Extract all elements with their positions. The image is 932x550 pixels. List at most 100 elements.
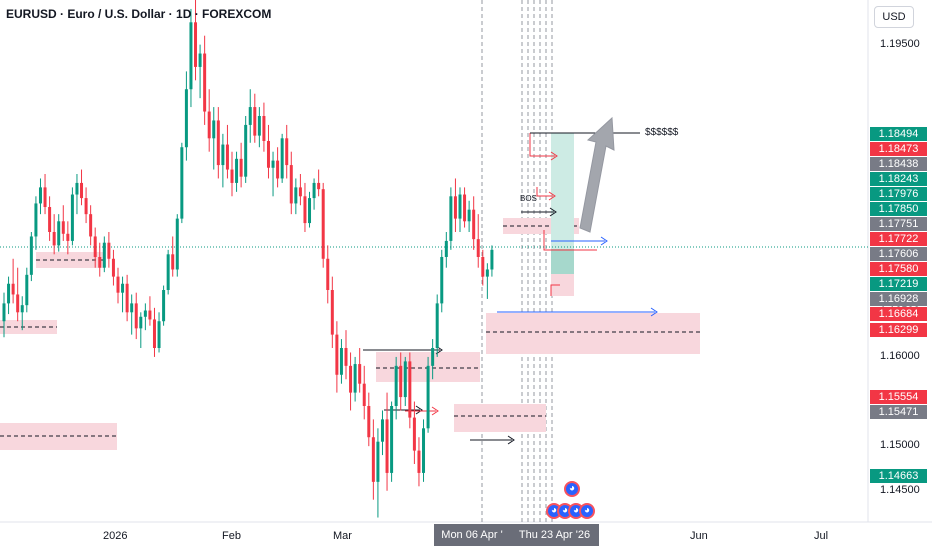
candle-body <box>262 116 266 141</box>
candle-body <box>121 283 125 293</box>
candle-body <box>61 221 65 234</box>
candle-body <box>453 196 457 219</box>
long-position-tool[interactable] <box>551 133 574 296</box>
candle-body <box>326 258 330 290</box>
price-tag: 1.17580 <box>870 262 927 277</box>
candle-body <box>467 209 471 222</box>
price-tag: 1.17976 <box>870 187 927 202</box>
chart-background <box>0 0 868 522</box>
price-tick-label: 1.15000 <box>880 439 920 452</box>
candle-body <box>139 316 143 329</box>
position-profit-zone[interactable] <box>551 133 574 249</box>
candle-body <box>175 218 179 270</box>
arrow-head <box>600 236 608 246</box>
zone-box[interactable] <box>36 252 104 268</box>
zone-box[interactable] <box>454 404 546 432</box>
candle-body <box>412 417 416 451</box>
candle-body <box>57 221 61 246</box>
candle-body <box>66 233 70 241</box>
candle-body <box>98 256 102 268</box>
candle-body <box>257 116 261 136</box>
candle-body <box>422 428 426 473</box>
drawing-arrows[interactable] <box>363 132 658 445</box>
candle-body <box>16 294 20 313</box>
price-tag: 1.17606 <box>870 247 927 262</box>
currency-button[interactable]: USD <box>874 6 914 28</box>
economic-event-icon[interactable]: ◕ <box>579 503 595 519</box>
candle-body <box>70 194 74 241</box>
zone-box[interactable] <box>486 313 700 354</box>
time-marker-end: Thu 23 Apr '26 <box>510 524 599 546</box>
arrow-line[interactable] <box>543 230 597 251</box>
symbol-title: EURUSD · Euro / U.S. Dollar · 1D · FOREX… <box>6 7 272 21</box>
candle-body <box>143 310 147 317</box>
candle-body <box>239 158 243 177</box>
arrow-head <box>650 307 658 317</box>
position-stop-zone[interactable] <box>551 274 574 296</box>
time-label-2026: 2026 <box>103 530 128 542</box>
candle-body <box>130 303 134 313</box>
candle-body <box>444 240 448 257</box>
arrow-line[interactable] <box>550 284 560 296</box>
price-tag: 1.17219 <box>870 277 927 292</box>
candle-body <box>75 182 79 195</box>
candle-body <box>385 419 389 473</box>
price-tag: 1.14663 <box>870 469 927 484</box>
candle-body <box>458 194 462 219</box>
time-label-jun: Jun <box>690 530 708 542</box>
target-label: $$$$$$ <box>645 127 679 138</box>
candle-body <box>376 441 380 482</box>
candle-body <box>394 365 398 406</box>
candle-body <box>43 187 47 208</box>
arrow-head <box>415 405 423 415</box>
candle-body <box>308 198 312 224</box>
candle-body <box>449 196 453 241</box>
candle-body <box>212 120 216 139</box>
candle-body <box>38 187 42 204</box>
position-entry-zone[interactable] <box>551 249 574 274</box>
candle-body <box>371 437 375 482</box>
candle-body <box>80 182 84 199</box>
time-label-jul: Jul <box>814 530 829 542</box>
candle-body <box>353 364 357 393</box>
candle-body <box>349 365 353 393</box>
candle-body <box>11 283 15 295</box>
price-tag: 1.15471 <box>870 404 927 419</box>
candle-body <box>20 305 24 313</box>
projection-arrow[interactable] <box>579 116 615 233</box>
candle-body <box>230 169 234 183</box>
price-tag: 1.18473 <box>870 142 927 157</box>
candle-body <box>194 22 198 67</box>
candle-body <box>84 198 88 215</box>
candle-body <box>148 310 152 320</box>
candle-body <box>285 138 289 166</box>
candle-body <box>152 319 156 348</box>
candle-body <box>321 189 325 259</box>
candle-body <box>344 348 348 366</box>
arrow-line[interactable] <box>529 133 555 157</box>
candle-body <box>166 254 170 290</box>
candle-body <box>89 214 93 237</box>
candle-body <box>339 348 343 375</box>
price-tick-label: 1.19500 <box>880 37 920 50</box>
candle-body <box>335 334 339 375</box>
candle-body <box>408 361 412 418</box>
supply-demand-zones[interactable] <box>0 218 700 450</box>
candle-body <box>330 290 334 335</box>
candle-body <box>476 239 480 257</box>
price-tag: 1.16928 <box>870 292 927 307</box>
price-tag: 1.17722 <box>870 232 927 247</box>
candles-group <box>2 0 494 518</box>
candle-body <box>317 182 321 190</box>
candle-body <box>312 182 316 199</box>
arrow-head <box>550 151 558 161</box>
candle-body <box>431 348 435 366</box>
candle-body <box>266 140 270 168</box>
candle-body <box>225 144 229 170</box>
candle-body <box>440 256 444 304</box>
price-tag: 1.18243 <box>870 172 927 187</box>
arrow-line[interactable] <box>536 187 553 197</box>
candle-body <box>362 383 366 406</box>
economic-event-icon[interactable]: ◕ <box>564 481 580 497</box>
